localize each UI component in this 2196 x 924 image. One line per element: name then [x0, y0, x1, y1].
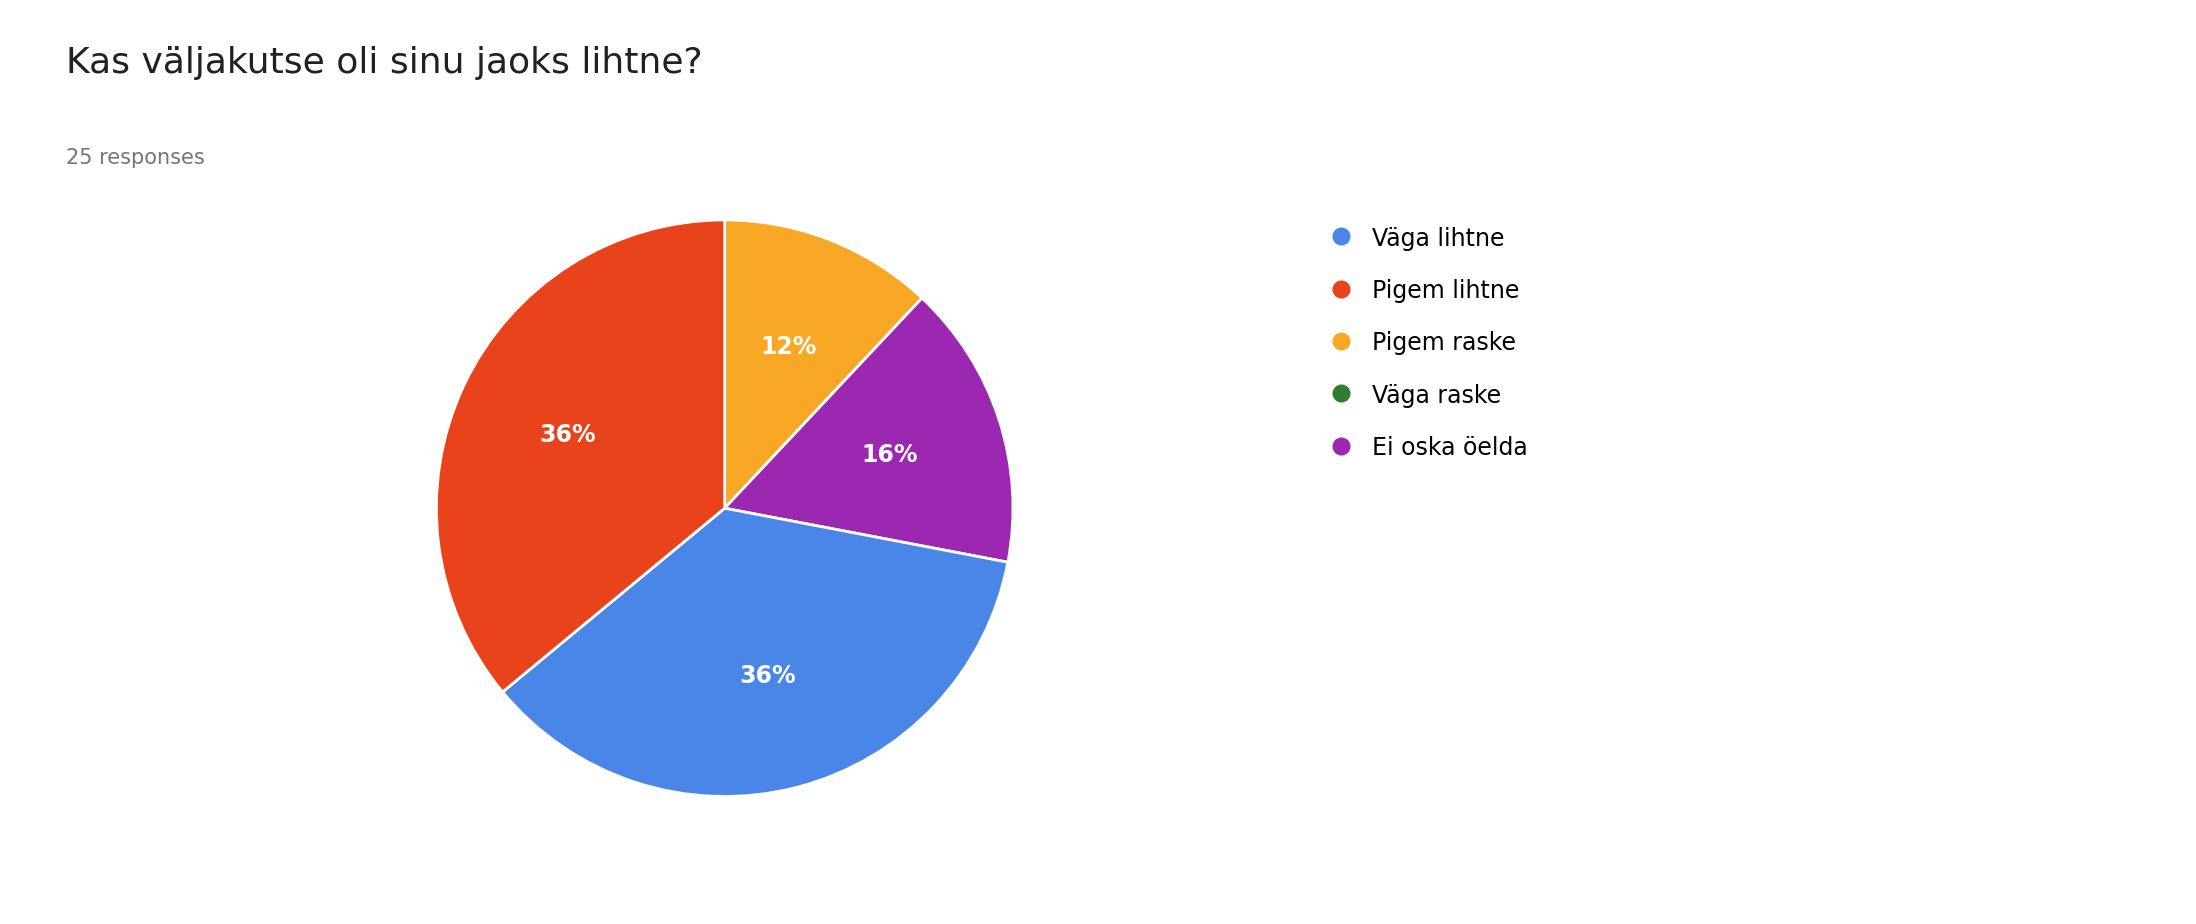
Wedge shape	[725, 298, 1012, 562]
Wedge shape	[437, 220, 725, 692]
Text: 36%: 36%	[740, 663, 795, 687]
Text: 25 responses: 25 responses	[66, 148, 204, 168]
Legend: Väga lihtne, Pigem lihtne, Pigem raske, Väga raske, Ei oska öelda: Väga lihtne, Pigem lihtne, Pigem raske, …	[1329, 226, 1528, 460]
Text: 16%: 16%	[861, 443, 918, 467]
Wedge shape	[503, 508, 1008, 796]
Text: 12%: 12%	[760, 335, 817, 359]
Text: 36%: 36%	[540, 422, 597, 446]
Wedge shape	[725, 220, 922, 508]
Text: Kas väljakutse oli sinu jaoks lihtne?: Kas väljakutse oli sinu jaoks lihtne?	[66, 46, 703, 80]
